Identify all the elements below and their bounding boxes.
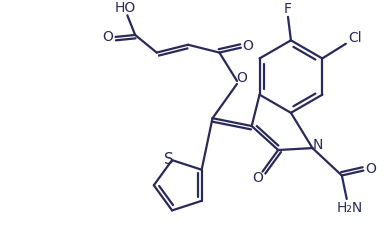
Text: H₂N: H₂N [336,201,363,215]
Text: O: O [237,71,247,85]
Text: O: O [365,162,376,176]
Text: F: F [284,2,292,16]
Text: O: O [102,30,113,44]
Text: O: O [242,39,253,53]
Text: HO: HO [115,0,136,15]
Text: S: S [164,152,174,167]
Text: N: N [312,138,323,152]
Text: O: O [252,171,263,185]
Text: Cl: Cl [348,31,361,45]
